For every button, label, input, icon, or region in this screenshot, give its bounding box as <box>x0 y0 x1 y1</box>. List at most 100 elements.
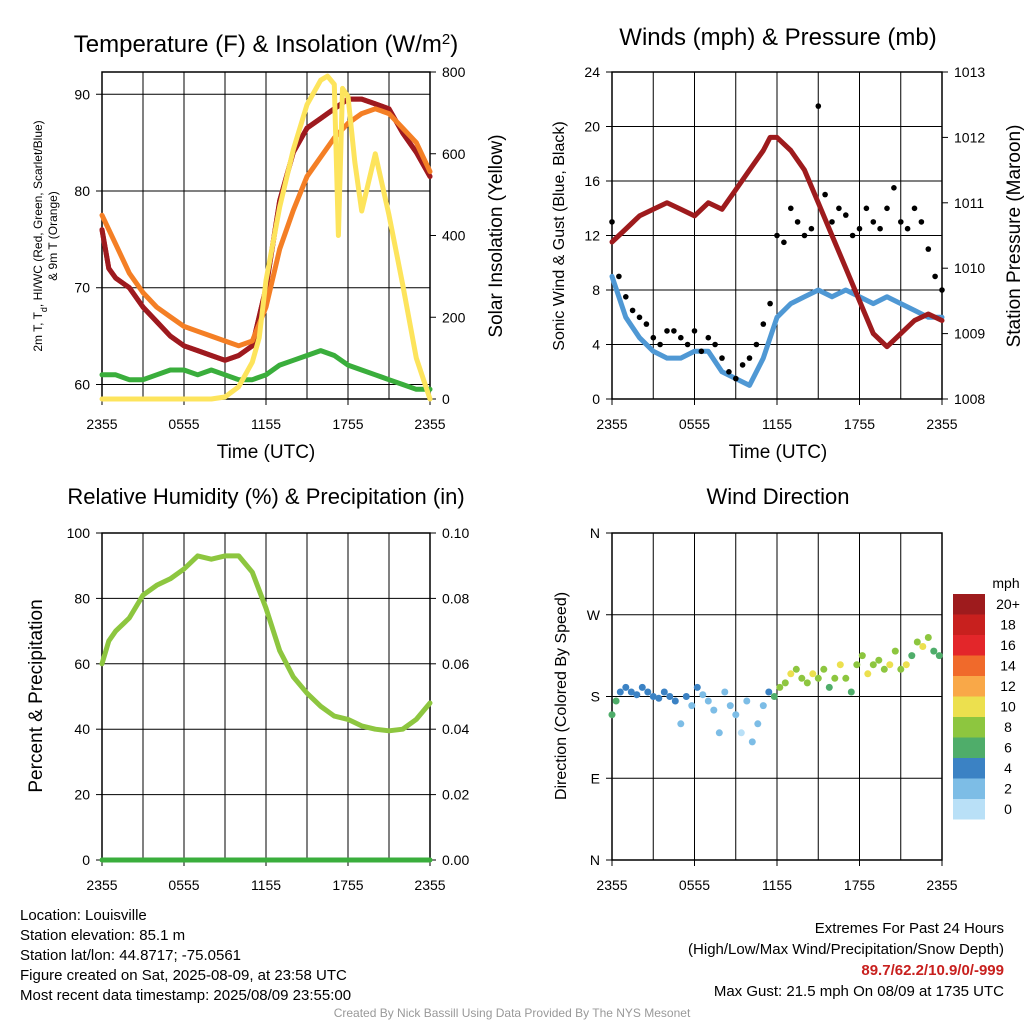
y-tick-label-left: 0 <box>82 852 90 868</box>
direction-point <box>792 665 800 673</box>
ylabel-subscript: d <box>39 307 49 312</box>
gust-point <box>698 348 705 355</box>
x-tick-label: 2355 <box>414 877 445 893</box>
y-axis-label-left-2: & 9m T (Orange) <box>46 191 60 281</box>
x-tick-label: 0555 <box>168 877 199 893</box>
gust-point <box>753 341 760 348</box>
colorbar-swatch <box>953 737 985 758</box>
gust-point <box>643 321 650 327</box>
y-axis-label-right: Station Pressure (Maroon) <box>1004 125 1024 348</box>
x-tick-label: 1155 <box>762 877 792 893</box>
colorbar-swatch <box>953 799 985 820</box>
gust-point <box>808 225 815 232</box>
direction-point <box>704 697 712 705</box>
direction-point <box>633 691 641 699</box>
colorbar-tick-label: 10 <box>1000 699 1016 715</box>
x-tick-label: 2355 <box>596 877 627 893</box>
y-tick-label-left: 100 <box>67 525 91 541</box>
x-tick-label: 1155 <box>251 416 281 432</box>
gust-point <box>664 328 670 334</box>
title-end: ) <box>450 31 458 58</box>
colorbar-swatch <box>953 717 985 738</box>
direction-point <box>924 634 932 641</box>
gust-point <box>712 341 718 348</box>
direction-point <box>671 697 679 705</box>
direction-point <box>754 720 762 728</box>
direction-point <box>759 702 767 710</box>
direction-point <box>908 652 916 660</box>
y-tick-label-right: 0.00 <box>442 852 469 868</box>
gust-point <box>705 334 712 341</box>
gust-point <box>760 321 767 327</box>
colorbar-swatch <box>953 778 985 799</box>
y-tick-label-left: 90 <box>74 86 90 102</box>
gust-point <box>822 191 828 198</box>
direction-point <box>831 674 839 682</box>
direction-point <box>919 643 927 650</box>
gust-point <box>898 219 904 225</box>
x-axis-label: Time (UTC) <box>217 442 316 463</box>
direction-point <box>732 711 740 719</box>
station-info: Location: Louisville Station elevation: … <box>20 906 351 1006</box>
direction-point <box>776 683 784 691</box>
gust-point <box>925 246 932 252</box>
gust-point <box>891 185 897 191</box>
extremes-values: 89.7/62.2/10.9/0/-999 <box>861 962 1004 979</box>
gust-point <box>856 225 863 232</box>
gust-point <box>781 239 787 246</box>
panel-1: 2355 0555 1155 1755 2355 60 70 80 90 0 200 400 600 80… <box>31 31 507 464</box>
colorbar-swatch <box>953 758 985 779</box>
y-tick-label-left: 70 <box>74 280 90 296</box>
gust-point <box>739 362 746 368</box>
y-tick-label-left: 40 <box>74 721 90 737</box>
colorbar-swatch <box>953 635 985 656</box>
y-tick-label-left: 24 <box>584 64 600 80</box>
direction-point <box>770 693 778 700</box>
panel-3: 2355 0555 1155 1755 2355 0 20 40 60 80 100 0.00 0.02… <box>26 484 469 893</box>
direction-point <box>715 729 723 737</box>
series-line-4 <box>99 73 433 402</box>
recent-text: Most recent data timestamp: 2025/08/09 2… <box>20 987 352 1004</box>
y-tick-label-left: 80 <box>74 590 90 606</box>
gust-point <box>801 232 808 239</box>
gust-point <box>870 219 877 225</box>
location-text: Location: Louisville <box>20 907 147 924</box>
y-tick-label-right: 1009 <box>954 326 985 342</box>
gust-point <box>623 294 629 300</box>
series-line-0 <box>609 273 945 388</box>
gust-point <box>774 232 780 239</box>
direction-point <box>897 665 905 673</box>
x-tick-label: 2355 <box>86 416 117 432</box>
x-tick-label: 2355 <box>414 416 445 432</box>
gust-point <box>636 314 643 321</box>
y-tick-label-left: 8 <box>592 282 600 298</box>
direction-point <box>875 656 883 664</box>
colorbar-swatch <box>953 696 985 717</box>
colorbar-tick-label: 16 <box>1000 637 1016 653</box>
panel-title: Wind Direction <box>706 484 849 509</box>
x-tick-label: 1155 <box>251 877 281 893</box>
x-tick-label: 1755 <box>332 877 363 893</box>
series-line-1 <box>609 134 945 350</box>
direction-point <box>677 720 685 728</box>
direction-point <box>847 688 855 696</box>
y-tick-label-right: 1008 <box>954 391 985 407</box>
gust-point <box>794 219 801 225</box>
colorbar-tick-label: 2 <box>1004 781 1012 797</box>
y-tick-label-left: 60 <box>74 376 90 392</box>
gust-point <box>691 328 698 334</box>
direction-point <box>737 729 745 737</box>
elevation-text: Station elevation: 85.1 m <box>20 927 186 944</box>
direction-point <box>781 679 789 687</box>
direction-point <box>809 670 817 678</box>
gust-point <box>877 225 883 232</box>
direction-point <box>693 683 701 691</box>
y-tick-label-left: 0 <box>592 391 600 407</box>
direction-point <box>891 647 899 655</box>
colorbar-swatch <box>953 594 985 615</box>
gust-point <box>671 328 677 334</box>
direction-point <box>869 661 877 669</box>
y-tick-label-right: 600 <box>442 146 466 162</box>
colorbar-tick-label: 20+ <box>996 596 1020 612</box>
direction-point <box>644 688 652 696</box>
